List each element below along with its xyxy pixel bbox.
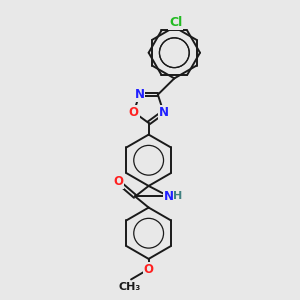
Text: O: O <box>129 106 139 119</box>
Text: H: H <box>173 191 182 202</box>
Text: N: N <box>134 88 144 101</box>
Text: N: N <box>159 106 169 119</box>
Text: N: N <box>164 190 174 203</box>
Text: Cl: Cl <box>169 16 182 29</box>
Text: O: O <box>113 176 123 188</box>
Text: O: O <box>144 263 154 276</box>
Text: CH₃: CH₃ <box>118 282 141 292</box>
